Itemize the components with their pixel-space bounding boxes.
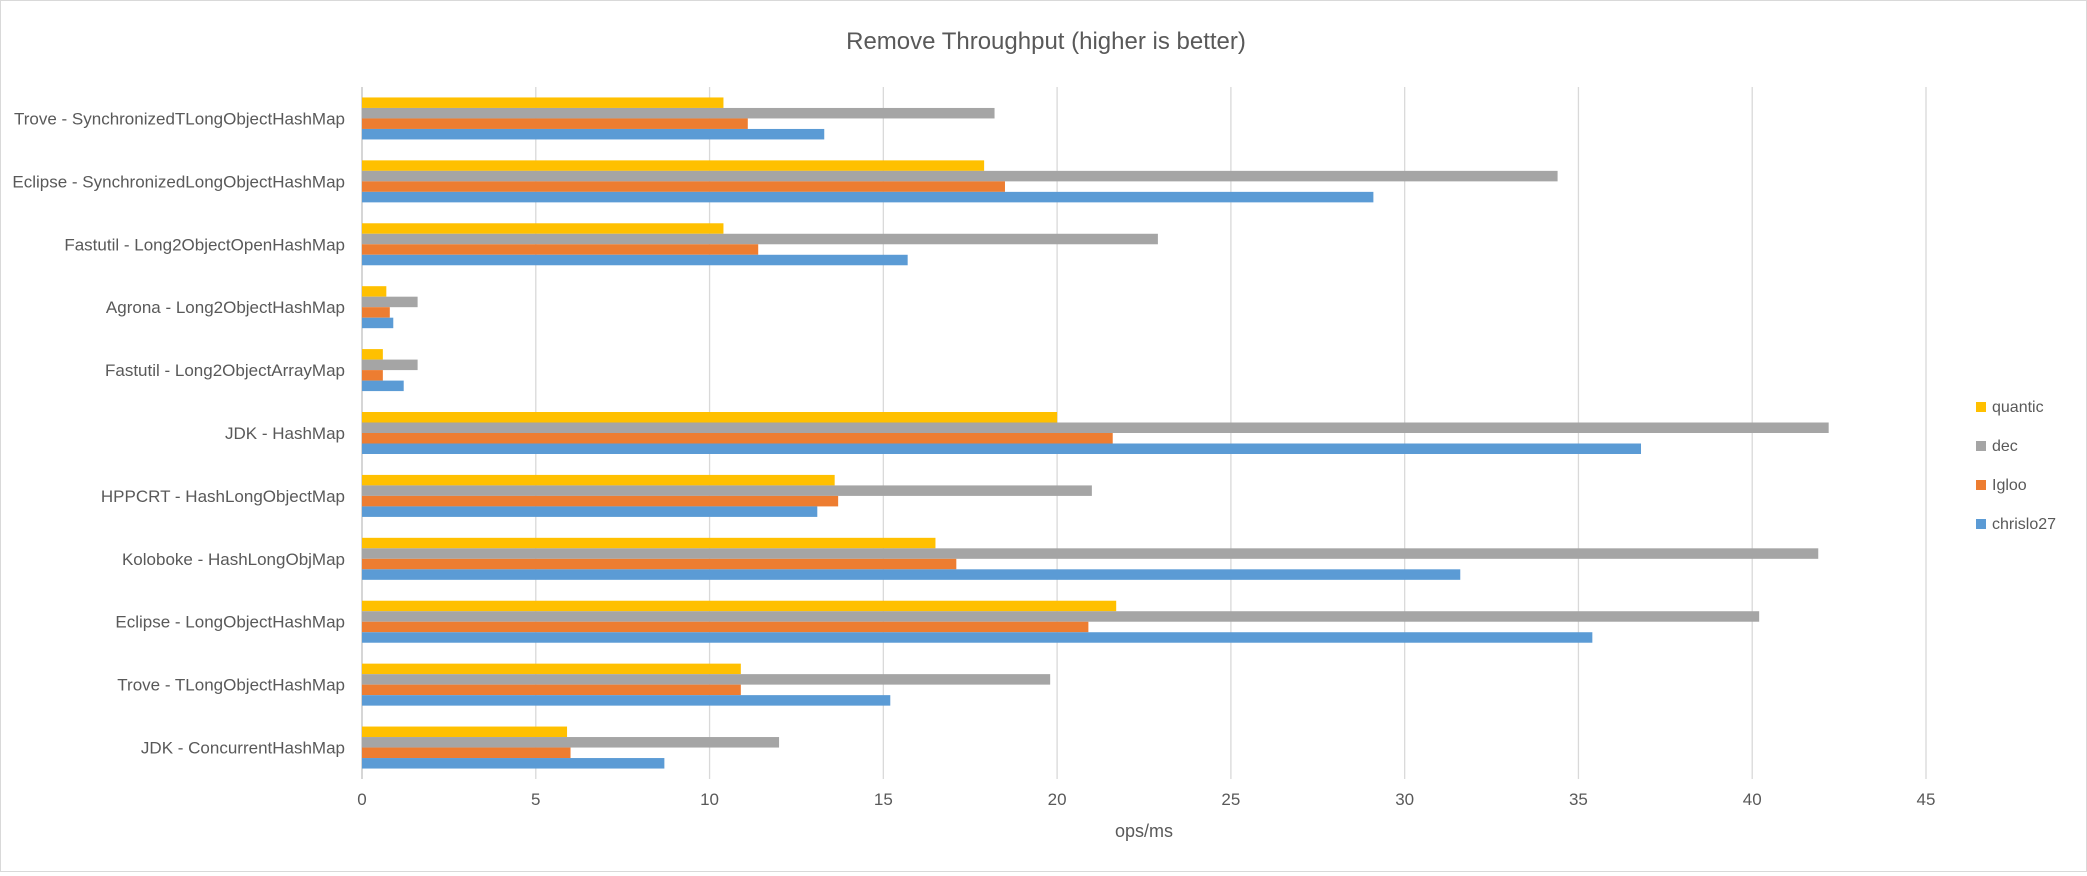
- category-label: Trove - SynchronizedTLongObjectHashMap: [14, 109, 345, 128]
- x-tick-label: 10: [700, 790, 719, 809]
- bar-quantic: [362, 286, 387, 297]
- bar-igloo: [362, 181, 1005, 192]
- bar-quantic: [362, 663, 741, 675]
- legend-label: chrislo27: [1992, 516, 2056, 533]
- legend-swatch: [1976, 519, 1986, 529]
- x-tick-label: 5: [531, 790, 540, 809]
- bar-igloo: [362, 621, 1089, 633]
- legend-label: dec: [1992, 438, 2018, 455]
- category-label: Trove - TLongObjectHashMap: [117, 676, 345, 695]
- bar-igloo: [362, 433, 1113, 444]
- bar-quantic: [362, 412, 1058, 423]
- bar-dec: [362, 611, 1760, 622]
- bar-quantic: [362, 474, 835, 486]
- bar-igloo: [362, 495, 839, 507]
- legend-label: quantic: [1992, 399, 2044, 416]
- bar-dec: [362, 233, 1158, 245]
- category-label: Agrona - Long2ObjectHashMap: [106, 298, 345, 317]
- bar-chrislo27: [362, 569, 1461, 580]
- x-tick-label: 25: [1221, 790, 1240, 809]
- x-tick-label: 15: [874, 790, 893, 809]
- bar-chrislo27: [362, 317, 394, 329]
- bar-igloo: [362, 684, 741, 696]
- category-label: Koloboke - HashLongObjMap: [122, 550, 345, 569]
- bars: [362, 97, 1829, 769]
- x-tick-label: 30: [1395, 790, 1414, 809]
- x-tick-label: 45: [1917, 790, 1936, 809]
- x-tick-label: 35: [1569, 790, 1588, 809]
- bar-igloo: [362, 747, 571, 759]
- legend-swatch: [1976, 441, 1986, 451]
- category-label: Fastutil - Long2ObjectOpenHashMap: [64, 235, 345, 254]
- bar-dec: [362, 674, 1051, 685]
- bar-chrislo27: [362, 128, 825, 140]
- x-axis-title: ops/ms: [1115, 821, 1173, 841]
- x-tick-label: 40: [1743, 790, 1762, 809]
- category-label: Fastutil - Long2ObjectArrayMap: [105, 361, 345, 380]
- bar-quantic: [362, 223, 724, 234]
- legend-swatch: [1976, 480, 1986, 490]
- category-label: HPPCRT - HashLongObjectMap: [101, 487, 345, 506]
- bar-quantic: [362, 160, 985, 171]
- category-label: JDK - ConcurrentHashMap: [141, 739, 345, 758]
- bar-quantic: [362, 537, 936, 549]
- category-label: JDK - HashMap: [225, 424, 345, 443]
- bar-dec: [362, 107, 995, 119]
- bar-igloo: [362, 244, 759, 255]
- bar-igloo: [362, 307, 390, 318]
- x-tick-labels: 0 5 10 15 20 25 30 35 40 45: [357, 790, 1935, 809]
- bar-igloo: [362, 370, 383, 381]
- bar-quantic: [362, 97, 724, 108]
- bar-chrislo27: [362, 254, 908, 266]
- bar-igloo: [362, 558, 957, 570]
- bar-chrislo27: [362, 506, 818, 517]
- bar-dec: [362, 359, 418, 371]
- x-tick-label: 20: [1048, 790, 1067, 809]
- legend-label: Igloo: [1992, 477, 2027, 494]
- bar-chrislo27: [362, 632, 1593, 643]
- category-label: Eclipse - SynchronizedLongObjectHashMap: [12, 172, 345, 191]
- bar-chrislo27: [362, 758, 665, 769]
- chart-title: Remove Throughput (higher is better): [846, 28, 1246, 55]
- bar-chrislo27: [362, 443, 1642, 454]
- bar-dec: [362, 170, 1558, 182]
- bar-igloo: [362, 118, 748, 129]
- bar-quantic: [362, 600, 1117, 612]
- legend: quantic dec Igloo chrislo27: [1976, 399, 2056, 533]
- bar-quantic: [362, 726, 568, 738]
- bar-dec: [362, 296, 418, 308]
- legend-swatch: [1976, 402, 1986, 412]
- category-label: Eclipse - LongObjectHashMap: [115, 613, 345, 632]
- bar-chrislo27: [362, 380, 404, 392]
- bar-dec: [362, 485, 1092, 496]
- bar-dec: [362, 548, 1819, 559]
- bar-chrislo27: [362, 191, 1374, 203]
- bar-quantic: [362, 349, 383, 360]
- bar-dec: [362, 422, 1829, 433]
- bar-chrislo27: [362, 695, 891, 706]
- category-labels: Trove - SynchronizedTLongObjectHashMap Ec…: [12, 109, 345, 757]
- bar-dec: [362, 737, 780, 748]
- x-tick-label: 0: [357, 790, 366, 809]
